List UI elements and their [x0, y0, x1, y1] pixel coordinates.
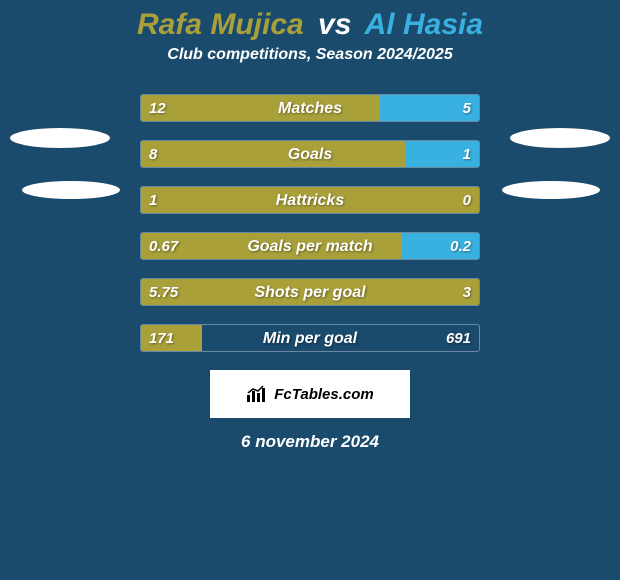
stat-row: 125Matches	[10, 94, 610, 122]
stat-row: 10Hattricks	[10, 186, 610, 214]
title-vs: vs	[318, 8, 351, 41]
brand-text: FcTables.com	[274, 386, 373, 403]
stat-value-right: 0.2	[450, 233, 471, 260]
stat-fill-left	[141, 141, 405, 167]
stat-track: 125Matches	[140, 94, 480, 122]
stat-value-left: 12	[149, 95, 166, 122]
stat-track: 10Hattricks	[140, 186, 480, 214]
stat-row: 0.670.2Goals per match	[10, 232, 610, 260]
subtitle: Club competitions, Season 2024/2025	[0, 46, 620, 64]
chart-icon	[246, 385, 268, 403]
stat-row: 171691Min per goal	[10, 324, 610, 352]
stat-track: 5.753Shots per goal	[140, 278, 480, 306]
stat-fill-left	[141, 187, 479, 213]
brand-badge: FcTables.com	[210, 370, 410, 418]
date-label: 6 november 2024	[0, 432, 620, 452]
stat-track: 81Goals	[140, 140, 480, 168]
stat-fill-left	[141, 279, 479, 305]
stat-fill-left	[141, 95, 380, 121]
stat-value-right: 3	[463, 279, 471, 306]
comparison-chart: 125Matches81Goals10Hattricks0.670.2Goals…	[0, 94, 620, 352]
stat-track: 0.670.2Goals per match	[140, 232, 480, 260]
stat-row: 81Goals	[10, 140, 610, 168]
stat-value-left: 5.75	[149, 279, 178, 306]
stat-value-left: 0.67	[149, 233, 178, 260]
stat-value-right: 691	[446, 325, 471, 352]
stat-value-left: 171	[149, 325, 174, 352]
stat-fill-left	[141, 233, 401, 259]
title-player1: Rafa Mujica	[137, 8, 304, 41]
stat-value-left: 8	[149, 141, 157, 168]
stat-value-right: 0	[463, 187, 471, 214]
stat-row: 5.753Shots per goal	[10, 278, 610, 306]
page-title: Rafa Mujica vs Al Hasia	[0, 0, 620, 42]
title-player2: Al Hasia	[365, 8, 483, 41]
stat-track: 171691Min per goal	[140, 324, 480, 352]
stat-value-right: 1	[463, 141, 471, 168]
stat-value-right: 5	[463, 95, 471, 122]
stat-value-left: 1	[149, 187, 157, 214]
